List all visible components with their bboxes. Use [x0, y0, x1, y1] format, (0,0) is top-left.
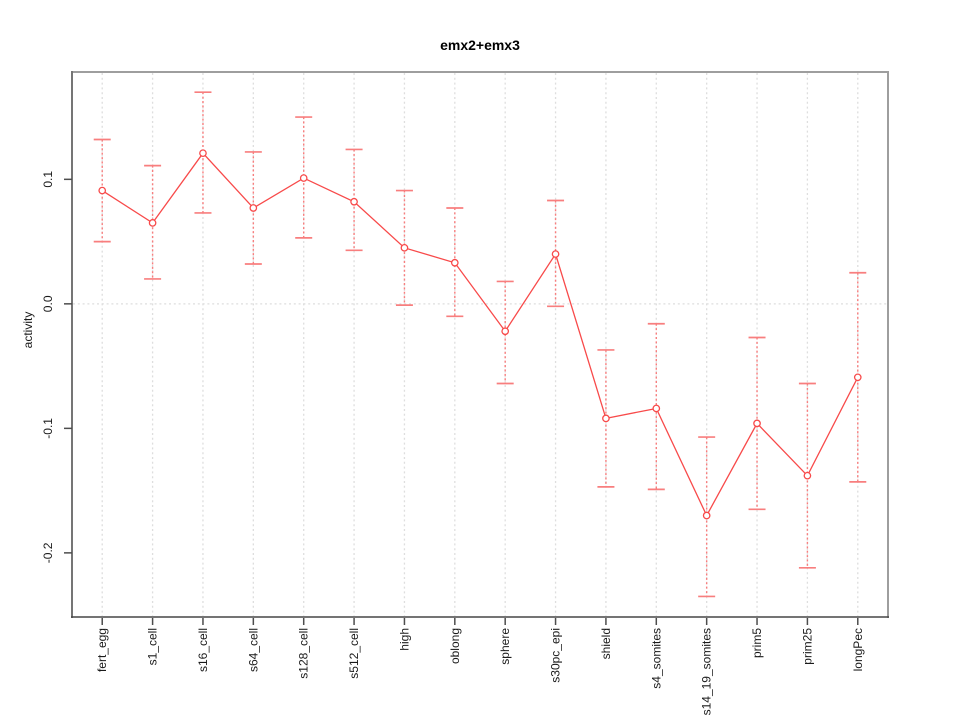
x-tick-label-s1_cell: s1_cell [146, 628, 160, 665]
x-tick-label-s64_cell: s64_cell [246, 628, 260, 672]
error-bar-s16_cell [194, 91, 212, 214]
data-point-s1_cell [148, 219, 157, 227]
data-point-prim25 [803, 471, 812, 480]
data-point-longPec [853, 373, 862, 382]
y-tick-label: 0.0 [41, 295, 55, 312]
data-point-s16_cell [199, 149, 207, 158]
data-point-fert_egg [98, 186, 107, 195]
error-bar-longPec [849, 271, 867, 483]
x-tick-label-oblong: oblong [448, 628, 462, 664]
x-tick-label-s30pc_epi: s30pc_epi [549, 628, 563, 683]
y-tick-label: -0.1 [41, 418, 55, 439]
data-point-s128_cell [299, 174, 308, 182]
error-bar-sphere [496, 280, 514, 385]
data-point-sphere [501, 327, 510, 336]
error-bar-s512_cell [345, 148, 363, 252]
x-tick-label-shield: shield [599, 628, 613, 659]
axis-layer: 0.1 0.0 -0.1 -0.2 fert_egg s1_cell s16_cell s64… [41, 171, 865, 716]
error-bar-s128_cell [295, 116, 313, 239]
data-point-s30pc_epi [551, 250, 560, 258]
x-tick-label-prim5: prim5 [750, 628, 764, 658]
data-point-s4_somites [652, 404, 661, 413]
chart-title: emx2+emx3 [440, 37, 520, 53]
x-tick-label-s14_19_somites: s14_19_somites [700, 628, 714, 715]
x-tick-label-prim25: prim25 [800, 628, 814, 665]
data-point-prim5 [753, 419, 761, 428]
x-tick-label-s16_cell: s16_cell [196, 628, 210, 672]
x-tick-label-longPec: longPec [851, 628, 865, 671]
error-bar-s4_somites [647, 322, 665, 491]
grid-layer [73, 73, 887, 616]
data-point-s14_19_somites [702, 511, 711, 520]
data-point-shield [602, 414, 610, 423]
error-bar-prim25 [798, 382, 816, 569]
x-tick-label-s512_cell: s512_cell [347, 628, 361, 679]
y-tick-label: -0.2 [41, 542, 55, 563]
errorbar-layer [93, 91, 867, 598]
x-tick-label-s128_cell: s128_cell [297, 628, 311, 679]
error-bar-s1_cell [144, 164, 162, 280]
data-point-s64_cell [249, 204, 258, 212]
error-bar-fert_egg [93, 138, 111, 243]
y-axis-label: activity [21, 311, 35, 349]
x-tick-label-fert_egg: fert_egg [95, 628, 109, 672]
x-tick-label-high: high [397, 628, 411, 651]
error-bar-s64_cell [244, 151, 262, 265]
data-point-s512_cell [350, 197, 358, 206]
error-bar-shield [597, 349, 615, 488]
data-point-oblong [450, 258, 459, 267]
frame-layer [71, 71, 889, 618]
error-bar-prim5 [748, 336, 766, 511]
x-tick-label-sphere: sphere [498, 628, 512, 665]
series-layer [98, 149, 862, 520]
y-tick-label: 0.1 [41, 171, 55, 188]
series-line [101, 152, 859, 517]
data-point-high [400, 243, 409, 252]
x-tick-label-s4_somites: s4_somites [649, 628, 663, 689]
